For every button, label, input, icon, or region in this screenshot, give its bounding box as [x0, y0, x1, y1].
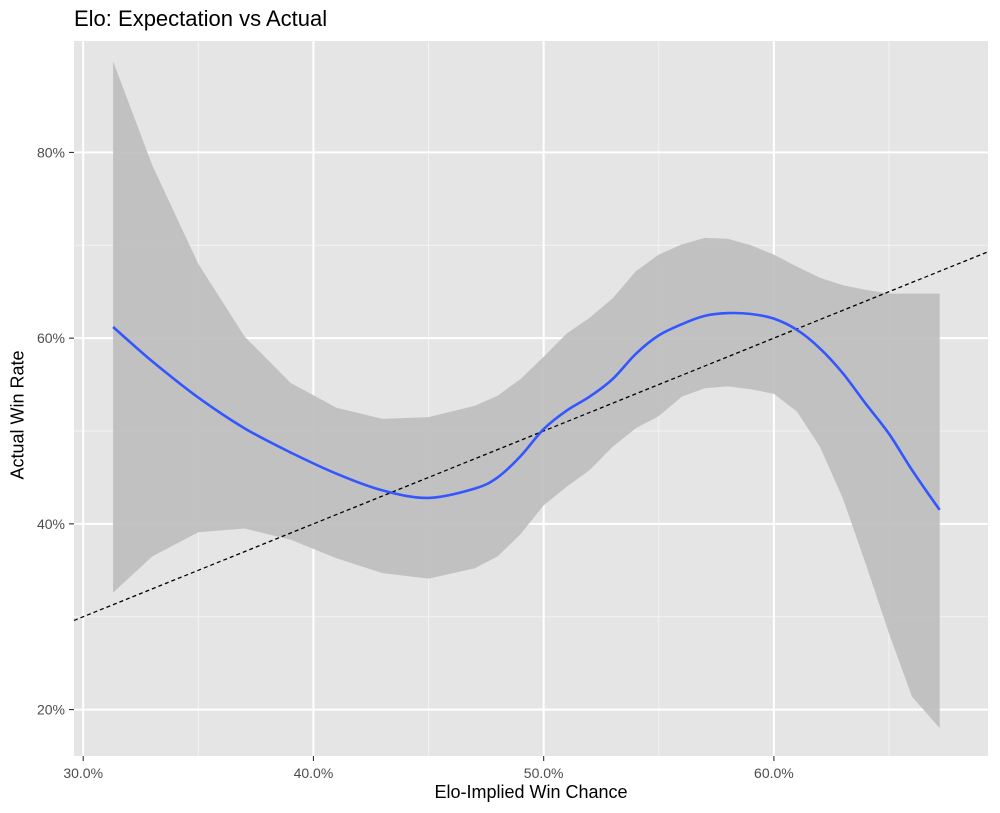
x-tick-label: 40.0% — [294, 765, 334, 781]
y-tick-label: 40% — [37, 516, 65, 532]
reference-line — [73, 251, 989, 622]
x-tick-label: 60.0% — [754, 765, 794, 781]
y-tick-label: 80% — [37, 144, 65, 160]
confidence-band — [113, 61, 940, 729]
y-tick-label: 60% — [37, 330, 65, 346]
x-tick-label: 50.0% — [524, 765, 564, 781]
x-axis-label: Elo-Implied Win Chance — [434, 782, 628, 802]
smooth-line — [112, 311, 941, 511]
y-tick-label: 20% — [37, 702, 65, 718]
x-tick-label: 30.0% — [63, 765, 103, 781]
chart-title: Elo: Expectation vs Actual — [74, 6, 328, 31]
